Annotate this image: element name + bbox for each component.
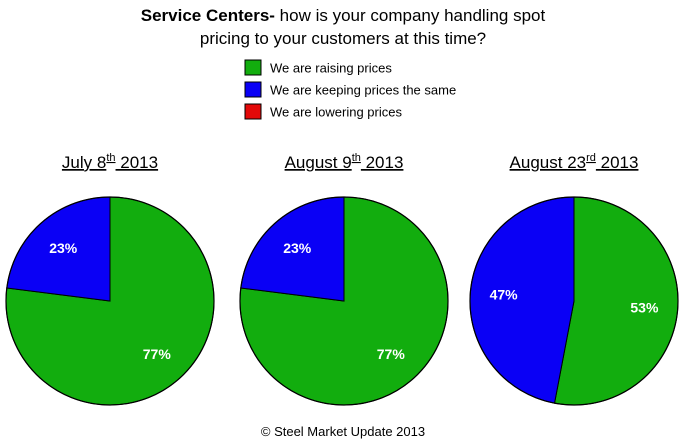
pie-slice-label: 23% bbox=[283, 240, 312, 256]
chart-title-bold: Service Centers- bbox=[141, 6, 275, 25]
chart-title-line-2: pricing to your customers at this time? bbox=[200, 29, 486, 48]
legend-label: We are keeping prices the same bbox=[270, 83, 456, 98]
pie-charts: July 8th 2013 77% 23% August 9th 2013 77% 23%… bbox=[5, 152, 679, 406]
legend-swatch bbox=[244, 59, 262, 76]
pie-slice-label: 23% bbox=[49, 240, 78, 256]
pie-title: July 8th 2013 bbox=[62, 152, 158, 172]
chart-title-line-1: Service Centers- how is your company han… bbox=[141, 6, 546, 25]
pie-slice-label: 77% bbox=[143, 346, 172, 362]
footer-copyright: © Steel Market Update 2013 bbox=[261, 424, 425, 439]
pie-slice bbox=[469, 196, 575, 404]
legend-swatch bbox=[244, 81, 262, 98]
chart-title-rest: how is your company handling spot bbox=[275, 6, 546, 25]
pie-chart: August 23rd 2013 53% 47% bbox=[469, 152, 679, 406]
pie-outline bbox=[469, 196, 679, 406]
pie-slice-label: 77% bbox=[377, 346, 406, 362]
legend: We are raising prices We are keeping pric… bbox=[244, 59, 456, 120]
legend-swatch bbox=[244, 103, 262, 120]
pie-title: August 23rd 2013 bbox=[510, 152, 639, 172]
pie-slice-label: 53% bbox=[630, 300, 659, 316]
legend-label: We are raising prices bbox=[270, 61, 392, 76]
pie-title: August 9th 2013 bbox=[285, 152, 404, 172]
pie-slice-label: 47% bbox=[490, 286, 519, 302]
pie-chart: August 9th 2013 77% 23% bbox=[239, 152, 449, 406]
pie-chart: July 8th 2013 77% 23% bbox=[5, 152, 215, 406]
legend-label: We are lowering prices bbox=[270, 105, 402, 120]
pie-outline bbox=[5, 196, 215, 406]
pie-outline bbox=[239, 196, 449, 406]
